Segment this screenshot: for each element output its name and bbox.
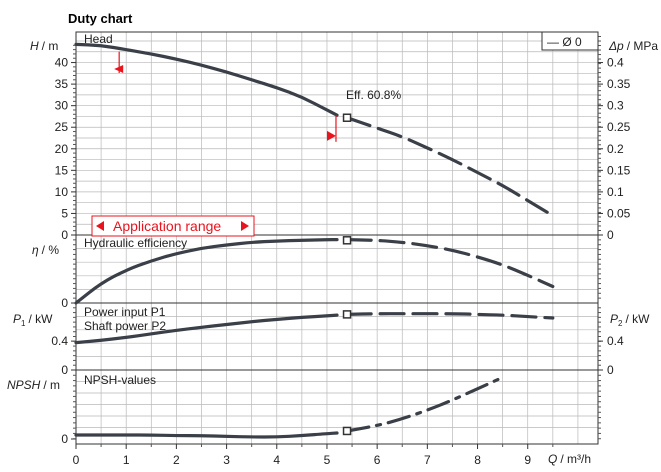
x-tick-label: 5 [324, 453, 331, 467]
npsh-curve-solid [74, 431, 339, 439]
efficiency-duty-point [342, 236, 352, 245]
x-axis-label: Q / m³/h [548, 452, 591, 466]
head-duty-point [342, 113, 352, 122]
head-ytick-label: 35 [55, 77, 69, 91]
x-tick-label: 9 [524, 453, 531, 467]
x-tick-label: 8 [474, 453, 481, 467]
p1-ylabel: P1/ kW [13, 312, 53, 328]
head-ytick-label: 10 [55, 185, 69, 199]
p2-ylabel: P2/ kW [610, 312, 650, 328]
chart-title: Duty chart [68, 11, 133, 26]
p2-ytick-label: 0 [607, 363, 614, 377]
max-flow-limit-marker [326, 130, 336, 141]
pressure-ytick-label: 0.4 [607, 56, 624, 70]
head-ytick-label: 30 [55, 99, 69, 113]
npsh-ylabel: NPSH / m [7, 378, 60, 392]
pressure-ytick-label: 0.3 [607, 99, 624, 113]
power-input-title: Power input P1 [84, 305, 166, 319]
min-flow-limit-marker [114, 65, 124, 74]
power-ytick-label: 0 [61, 363, 68, 377]
efficiency-curve-dashed [345, 238, 555, 289]
legend-label: — Ø 0 [547, 35, 582, 49]
power-curve-solid [74, 313, 339, 345]
head-curve-dashed [345, 116, 555, 218]
power-ytick-label: 0.4 [51, 334, 68, 348]
head-ytick-label: 25 [55, 120, 69, 134]
pressure-ytick-label: 0.35 [607, 77, 631, 91]
application-range-label: Application range [113, 218, 221, 234]
x-tick-label: 7 [424, 453, 431, 467]
head-ytick-label: 40 [55, 56, 69, 70]
pressure-ytick-label: 0.25 [607, 120, 631, 134]
head-ytick-label: 15 [55, 163, 69, 177]
x-tick-label: 4 [273, 453, 280, 467]
p2-ytick-label: 0.4 [607, 334, 624, 348]
efficiency-ylabel: η / % [32, 243, 59, 257]
head-ytick-label: 5 [61, 206, 68, 220]
npsh-curve-dashed [345, 375, 505, 433]
x-tick-label: 1 [123, 453, 130, 467]
x-tick-label: 3 [223, 453, 230, 467]
head-curve-solid [74, 42, 339, 117]
power-curve-dashed [345, 312, 555, 320]
head-ytick-label: 0 [61, 228, 68, 242]
application-range: Application range [91, 215, 255, 237]
efficiency-curve-solid [74, 238, 339, 305]
head-panel-title: Head [84, 32, 113, 46]
npsh-ytick-label: 0 [61, 432, 68, 446]
legend: — Ø 0 [541, 31, 599, 51]
npsh-duty-point [342, 426, 352, 436]
x-tick-label: 0 [73, 453, 80, 467]
pressure-ylabel: Δp / MPa [608, 39, 658, 53]
head-ylabel: H / m [30, 39, 58, 53]
power-duty-point [342, 310, 352, 319]
pressure-ytick-label: 0 [607, 228, 614, 242]
pressure-ytick-label: 0.1 [607, 185, 624, 199]
efficiency-annotation: Eff. 60.8% [346, 88, 401, 102]
pressure-ytick-label: 0.05 [607, 206, 631, 220]
shaft-power-title: Shaft power P2 [84, 319, 166, 333]
efficiency-panel-title: Hydraulic efficiency [84, 236, 187, 250]
x-tick-label: 6 [374, 453, 381, 467]
efficiency-ytick-label: 0 [61, 296, 68, 310]
npsh-panel-title: NPSH-values [84, 373, 156, 387]
head-ytick-label: 20 [55, 142, 69, 156]
pressure-ytick-label: 0.15 [607, 163, 631, 177]
x-tick-label: 2 [173, 453, 180, 467]
pressure-ytick-label: 0.2 [607, 142, 624, 156]
